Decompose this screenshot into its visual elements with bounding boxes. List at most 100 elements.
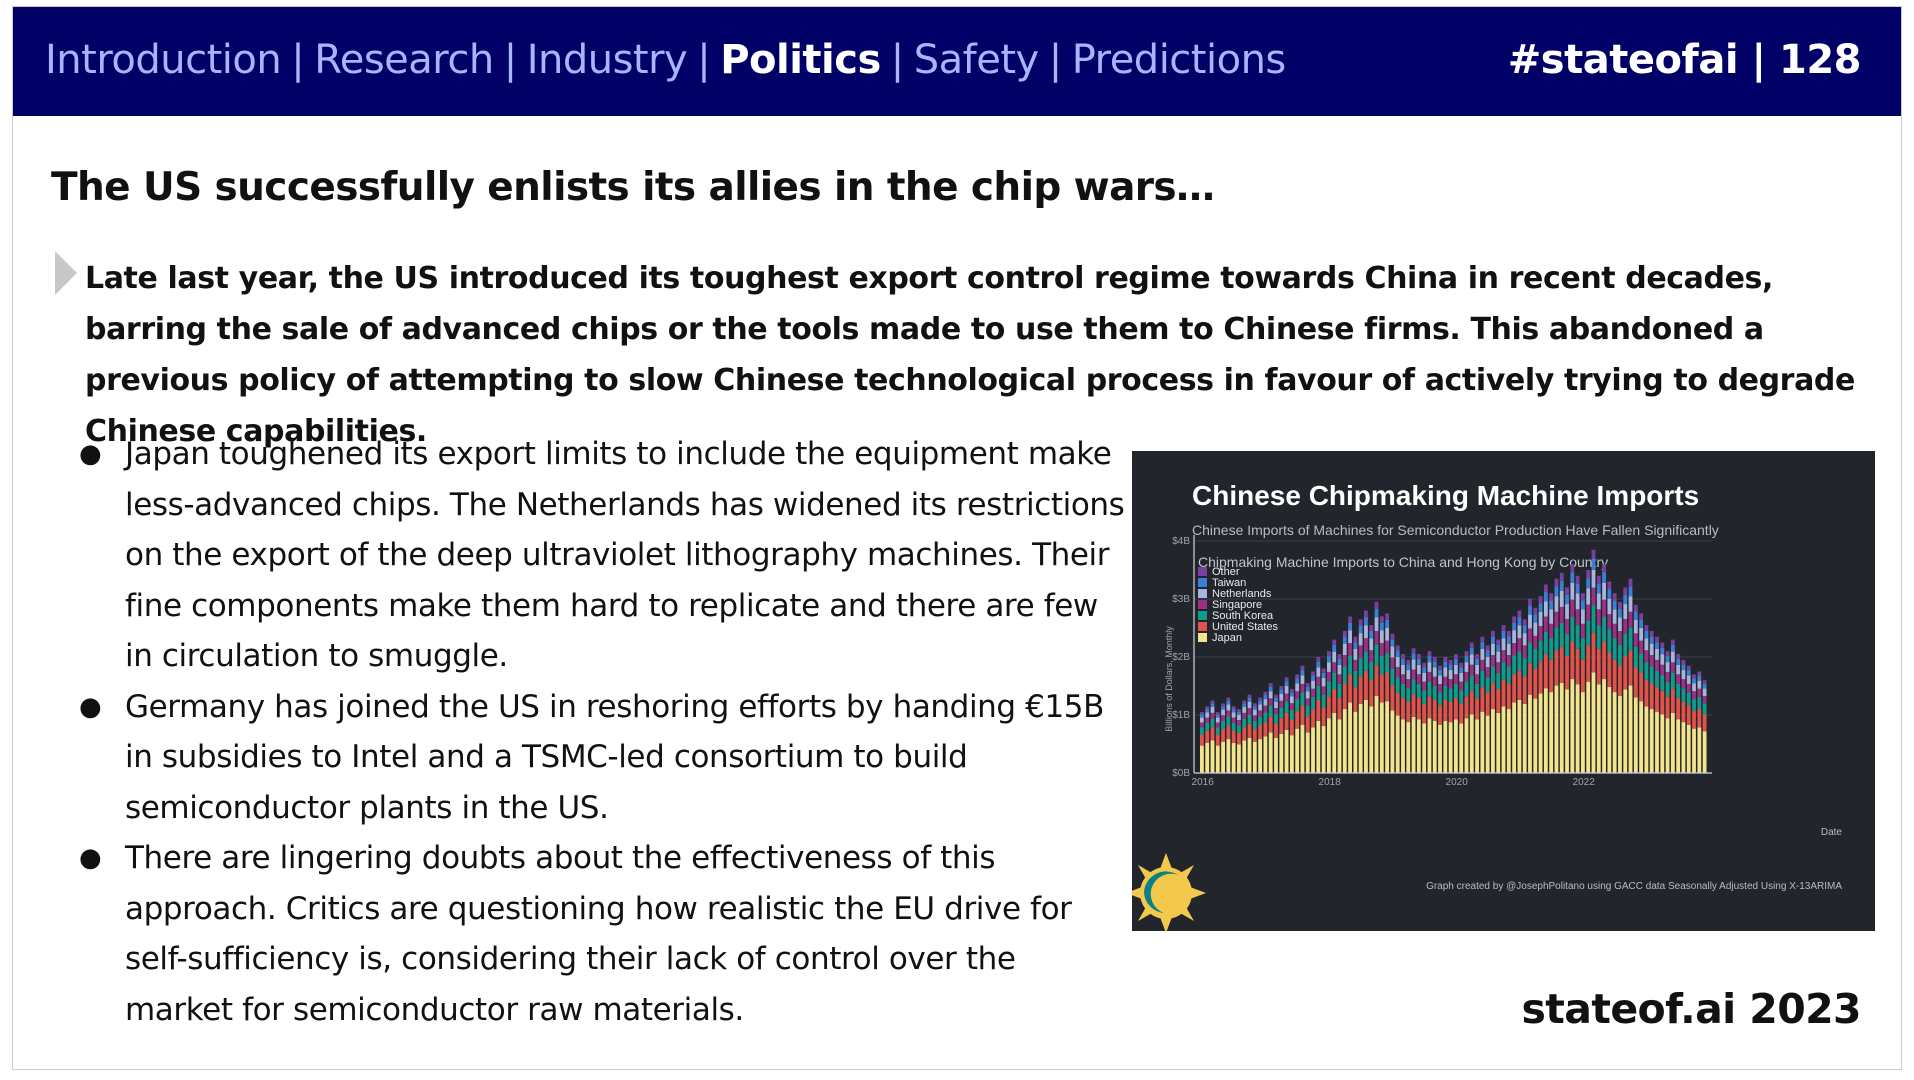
bar-segment bbox=[1226, 697, 1231, 701]
bar-segment bbox=[1602, 564, 1606, 573]
bar-segment bbox=[1205, 742, 1210, 773]
nav-separator: | bbox=[1048, 37, 1062, 83]
bar-segment bbox=[1649, 643, 1654, 656]
bar-segment bbox=[1395, 656, 1400, 668]
bar-segment bbox=[1300, 692, 1305, 706]
sun-logo-icon bbox=[1132, 853, 1206, 931]
bar-segment bbox=[1533, 698, 1538, 773]
bar-segment bbox=[1274, 701, 1278, 709]
bar-segment bbox=[1448, 701, 1453, 723]
bar-segment bbox=[1422, 672, 1427, 682]
bar-segment bbox=[1554, 578, 1559, 587]
bar-segment bbox=[1210, 707, 1215, 713]
bar-segment bbox=[1496, 688, 1501, 713]
bar-segment bbox=[1697, 696, 1702, 710]
nav-separator: | bbox=[291, 37, 305, 83]
bar-segment bbox=[1517, 638, 1522, 652]
bar-segment bbox=[1533, 607, 1538, 615]
bar-segment bbox=[1596, 625, 1601, 649]
bar-segment bbox=[1618, 665, 1622, 697]
bar-segment bbox=[1475, 698, 1479, 720]
chip-imports-chart: Chinese Chipmaking Machine Imports Chine… bbox=[1132, 451, 1875, 931]
bar-segment bbox=[1427, 696, 1432, 719]
bar-segment bbox=[1226, 725, 1231, 740]
bar-segment bbox=[1607, 614, 1612, 630]
chart-svg: Chinese Chipmaking Machine Imports Chine… bbox=[1132, 480, 1842, 931]
bar-segment bbox=[1427, 662, 1432, 672]
bar-segment bbox=[1522, 676, 1527, 704]
bar-segment bbox=[1210, 740, 1215, 773]
bar-segment bbox=[1581, 692, 1585, 773]
bar-segment bbox=[1506, 655, 1511, 667]
bar-segment bbox=[1628, 586, 1633, 597]
bar-segment bbox=[1427, 671, 1432, 682]
nav-item-predictions[interactable]: Predictions bbox=[1071, 37, 1287, 83]
bar-segment bbox=[1686, 724, 1691, 773]
bar-segment bbox=[1200, 734, 1204, 746]
bar-segment bbox=[1506, 643, 1511, 656]
bar-segment bbox=[1549, 623, 1554, 639]
bar-segment bbox=[1274, 723, 1278, 738]
bar-segment bbox=[1200, 717, 1204, 723]
bar-segment bbox=[1443, 667, 1448, 677]
bar-segment bbox=[1406, 670, 1411, 680]
bar-segment bbox=[1252, 729, 1257, 742]
bar-segment bbox=[1512, 630, 1517, 644]
bar-segment bbox=[1200, 727, 1204, 735]
bar-segment bbox=[1618, 608, 1622, 618]
bar-segment bbox=[1374, 608, 1379, 618]
bar-segment bbox=[1215, 734, 1220, 746]
bar-segment bbox=[1517, 610, 1522, 618]
nav-item-industry[interactable]: Industry bbox=[526, 37, 688, 83]
bar-segment bbox=[1533, 649, 1538, 669]
bar-segment bbox=[1438, 675, 1442, 684]
bar-segment bbox=[1692, 691, 1696, 700]
bar-segment bbox=[1591, 632, 1596, 673]
bar-segment bbox=[1221, 709, 1225, 716]
bar-segment bbox=[1337, 654, 1342, 659]
bar-segment bbox=[1443, 661, 1448, 668]
bar-segment bbox=[1639, 613, 1644, 620]
bar-segment bbox=[1491, 636, 1495, 644]
bar-segment bbox=[1379, 674, 1384, 703]
bar-segment bbox=[1618, 630, 1622, 645]
bar-segment bbox=[1485, 677, 1490, 693]
bar-segment bbox=[1364, 617, 1368, 626]
bar-segment bbox=[1697, 671, 1702, 676]
bar-segment bbox=[1406, 659, 1411, 665]
bar-segment bbox=[1660, 642, 1665, 648]
legend-label: Japan bbox=[1212, 632, 1242, 644]
nav-item-research[interactable]: Research bbox=[314, 37, 494, 83]
nav-item-politics[interactable]: Politics bbox=[720, 37, 881, 83]
bar-segment bbox=[1670, 688, 1675, 713]
bar-segment bbox=[1358, 619, 1363, 626]
bar-segment bbox=[1300, 675, 1305, 684]
bar-segment bbox=[1305, 705, 1310, 717]
bar-segment bbox=[1231, 730, 1236, 743]
y-tick-label: $3B bbox=[1172, 594, 1190, 605]
bar-segment bbox=[1538, 661, 1543, 694]
bar-segment bbox=[1554, 650, 1559, 686]
bar-segment bbox=[1358, 676, 1363, 704]
legend-label: South Korea bbox=[1212, 610, 1274, 622]
bar-segment bbox=[1697, 709, 1702, 728]
bar-segment bbox=[1342, 630, 1347, 637]
bar-segment bbox=[1252, 720, 1257, 730]
bar-segment bbox=[1480, 687, 1485, 712]
bar-segment bbox=[1242, 700, 1247, 704]
bar-segment bbox=[1305, 686, 1310, 692]
bar-segment bbox=[1416, 719, 1421, 773]
bar-segment bbox=[1639, 672, 1644, 702]
bar-segment bbox=[1686, 683, 1691, 693]
bar-segment bbox=[1644, 706, 1649, 773]
bar-segment bbox=[1284, 685, 1289, 694]
bar-segment bbox=[1496, 644, 1501, 652]
bar-segment bbox=[1411, 659, 1416, 670]
bar-segment bbox=[1432, 657, 1437, 662]
bar-segment bbox=[1332, 712, 1337, 773]
bar-segment bbox=[1316, 676, 1321, 686]
nav-item-safety[interactable]: Safety bbox=[913, 37, 1039, 83]
bar-segment bbox=[1681, 722, 1686, 773]
bullet-dot-icon: ● bbox=[79, 439, 102, 469]
nav-item-introduction[interactable]: Introduction bbox=[45, 37, 282, 83]
